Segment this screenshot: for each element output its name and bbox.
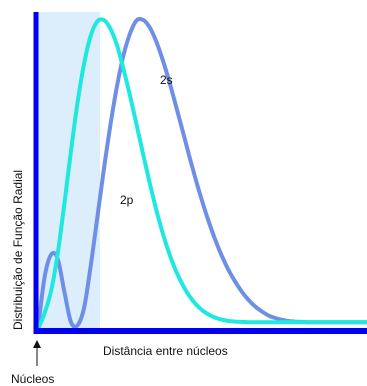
nucleus-arrow (33, 340, 41, 366)
series-label-2p: 2p (120, 193, 134, 207)
x-axis-label: Distância entre núcleos (103, 344, 228, 358)
series-label-2s: 2s (160, 73, 173, 87)
nucleus-label: Núcleos (11, 372, 54, 386)
y-axis-label: Distribuição de Função Radial (11, 170, 25, 330)
series-line-2p (36, 17, 367, 331)
series-layer (36, 16, 367, 331)
